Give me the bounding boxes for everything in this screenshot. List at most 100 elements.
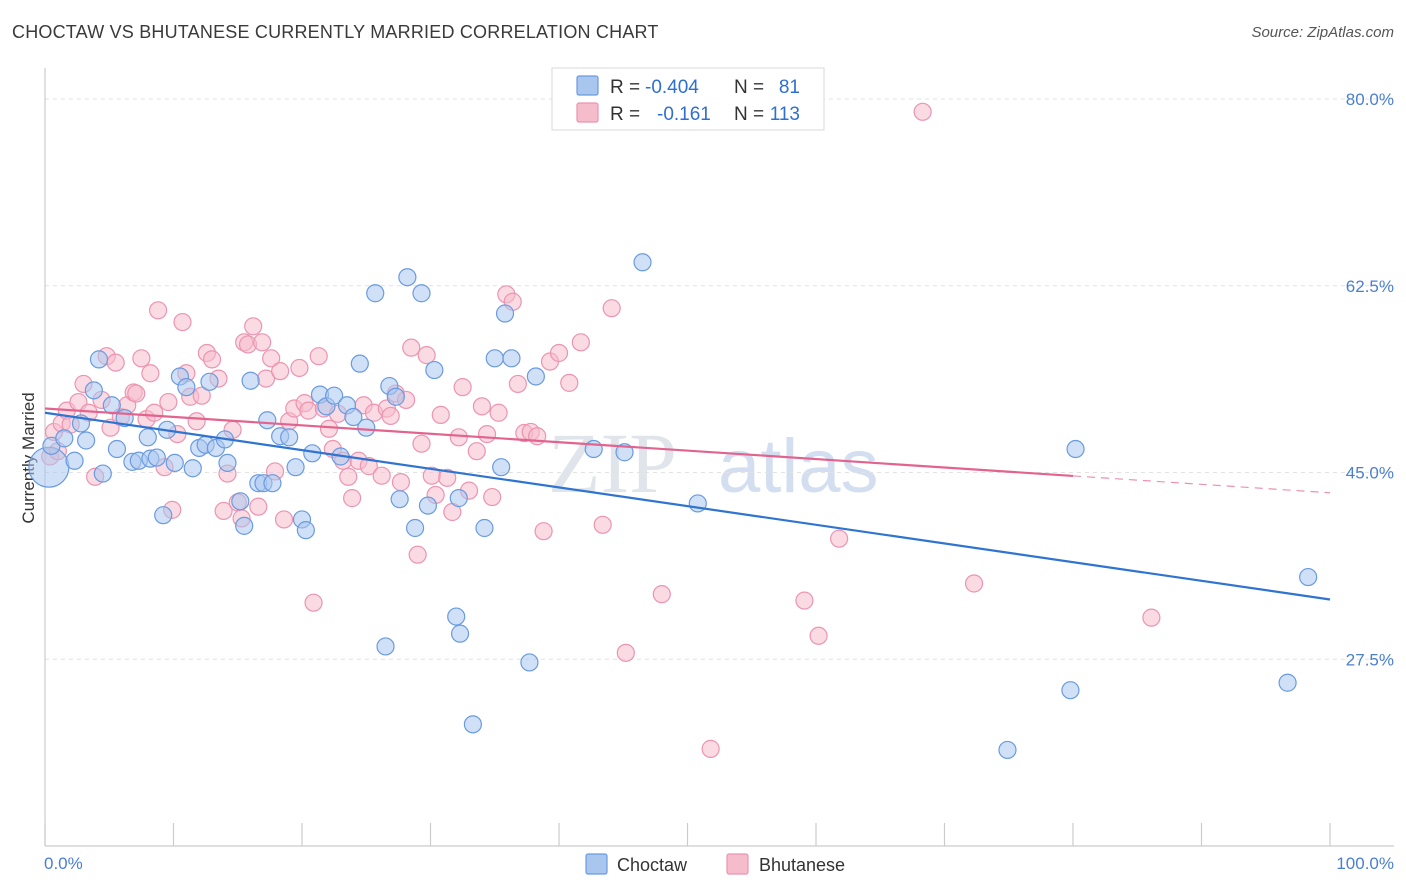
point-choctaw [325,386,344,405]
point-bhutanese [431,405,450,424]
point-bhutanese [271,362,290,381]
point-choctaw [492,458,511,477]
point-choctaw [350,354,369,373]
point-bhutanese [391,473,411,492]
stats-legend-r-value: -0.404 [645,77,699,98]
point-bhutanese [472,397,491,416]
point-choctaw [138,428,157,447]
point-bhutanese [508,374,527,394]
bottom-legend: Choctaw Bhutanese [585,853,845,875]
watermark-atlas: atlas [718,424,879,509]
point-bhutanese [417,346,436,365]
point-choctaw [526,367,545,386]
point-bhutanese [560,373,579,392]
point-bhutanese [616,643,635,662]
point-choctaw [286,458,305,477]
point-bhutanese [483,487,502,507]
point-bhutanese [477,424,497,444]
point-bhutanese [1142,608,1161,627]
point-choctaw [258,411,277,430]
point-bhutanese [159,392,178,412]
point-choctaw [65,451,84,470]
point-bhutanese [795,591,814,610]
stats-legend-n-value: 113 [770,104,800,125]
point-choctaw [89,350,109,369]
point-choctaw [177,378,196,397]
point-bhutanese [408,545,427,564]
point-choctaw [357,418,376,437]
point-choctaw [463,715,483,734]
point-choctaw [615,443,634,462]
point-choctaw [296,521,315,540]
stats-legend-swatch-bhutanese [576,102,599,123]
point-bhutanese [467,442,486,461]
point-bhutanese [304,593,323,612]
point-bhutanese [274,510,294,529]
point-bhutanese [187,412,206,431]
point-choctaw [398,268,417,287]
point-choctaw [418,496,438,515]
point-choctaw [147,448,166,467]
watermark-zip: ZIP [548,415,677,511]
point-choctaw [405,518,425,538]
point-choctaw [1299,567,1318,587]
point-choctaw [450,624,470,643]
point-bhutanese [132,349,151,368]
point-bhutanese [453,378,472,397]
point-bhutanese [449,428,468,447]
point-choctaw [1066,439,1085,459]
point-bhutanese [173,312,192,332]
point-bhutanese [244,317,263,336]
point-choctaw [449,489,468,508]
point-bhutanese [412,434,431,453]
y-axis-label: Currently Married [19,392,38,523]
point-choctaw [77,431,96,450]
point-choctaw [1061,681,1080,700]
point-choctaw [475,518,494,538]
stats-legend-swatch-choctaw [576,75,599,96]
point-choctaw [502,349,521,368]
point-bhutanese [809,626,828,645]
point-choctaw [280,428,299,447]
stats-legend-n-label: N = [734,104,764,125]
point-bhutanese [319,419,339,438]
watermark: ZIP atlas [548,415,879,511]
point-bhutanese [192,386,211,405]
point-bhutanese [253,333,272,352]
point-bhutanese [830,529,849,548]
point-choctaw [425,360,444,380]
point-choctaw [102,396,121,415]
point-bhutanese [202,350,222,369]
point-choctaw [165,453,184,473]
point-choctaw [241,371,260,390]
point-bhutanese [339,467,358,486]
point-bhutanese [549,343,569,363]
point-bhutanese [214,501,233,521]
point-bhutanese [299,401,318,420]
point-choctaw [447,607,466,626]
point-bhutanese [402,338,421,357]
x-tick-label-min: 0.0% [44,854,83,873]
y-tick-label: 80.0% [1346,90,1394,109]
y-tick-label: 27.5% [1346,650,1394,669]
point-choctaw [376,637,395,656]
y-tick-label: 62.5% [1346,277,1394,296]
chart-title: CHOCTAW VS BHUTANESE CURRENTLY MARRIED C… [12,22,659,42]
point-bhutanese [106,353,125,372]
point-bhutanese [534,522,553,541]
point-choctaw [218,453,237,473]
point-bhutanese [141,364,160,383]
point-choctaw [495,304,515,323]
trendlines [44,407,1331,601]
point-bhutanese [145,403,164,422]
point-choctaw [412,284,431,303]
point-bhutanese [309,347,328,366]
trendline-bhutanese [44,407,1074,478]
point-choctaw [93,464,112,483]
trendline-bhutanese-extrapolated [1072,475,1331,494]
point-bhutanese [249,497,268,516]
point-choctaw [84,381,103,400]
legend-label-bhutanese: Bhutanese [759,855,845,875]
y-axis-tick-labels: 27.5% 45.0% 62.5% 80.0% [1346,90,1394,669]
